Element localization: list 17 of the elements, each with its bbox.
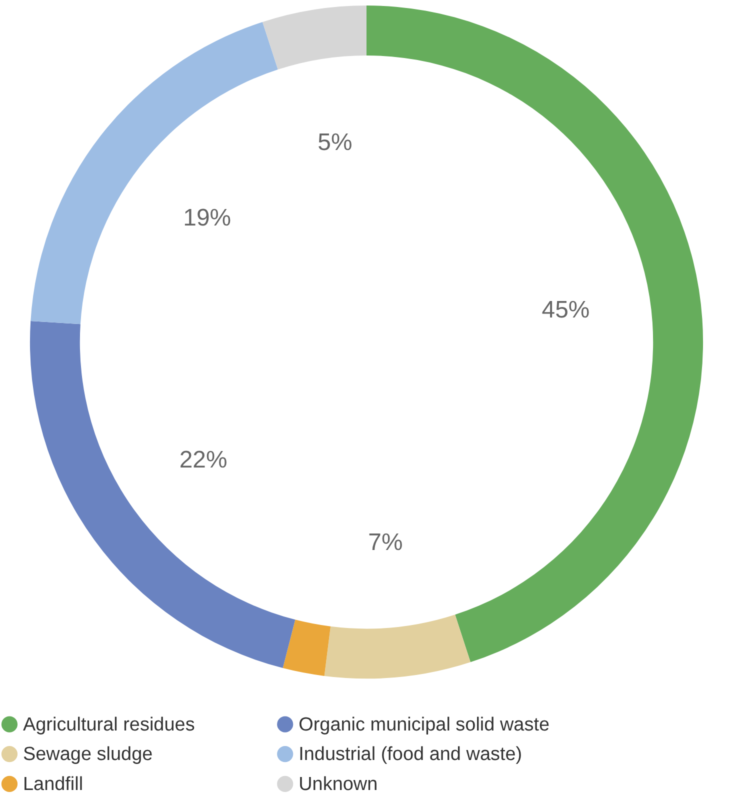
legend-label: Landfill: [22, 774, 84, 795]
donut-slice: [262, 6, 366, 70]
legend-label: Unknown: [298, 774, 378, 795]
data-label: 19%: [183, 204, 232, 232]
legend-label: Industrial (food and waste): [298, 744, 522, 766]
legend-label: Agricultural residues: [22, 714, 195, 736]
data-label: 22%: [179, 446, 228, 474]
data-label: 5%: [318, 128, 352, 156]
donut-slice: [366, 6, 703, 662]
data-label: 45%: [542, 296, 590, 324]
donut-slice: [324, 614, 470, 679]
donut-slice: [30, 320, 296, 668]
data-label: 7%: [368, 528, 403, 556]
donut-slice: [30, 22, 278, 324]
legend-label: Organic municipal solid waste: [298, 714, 550, 736]
legend-label: Sewage sludge: [22, 744, 153, 766]
donut-slice: [282, 620, 331, 676]
